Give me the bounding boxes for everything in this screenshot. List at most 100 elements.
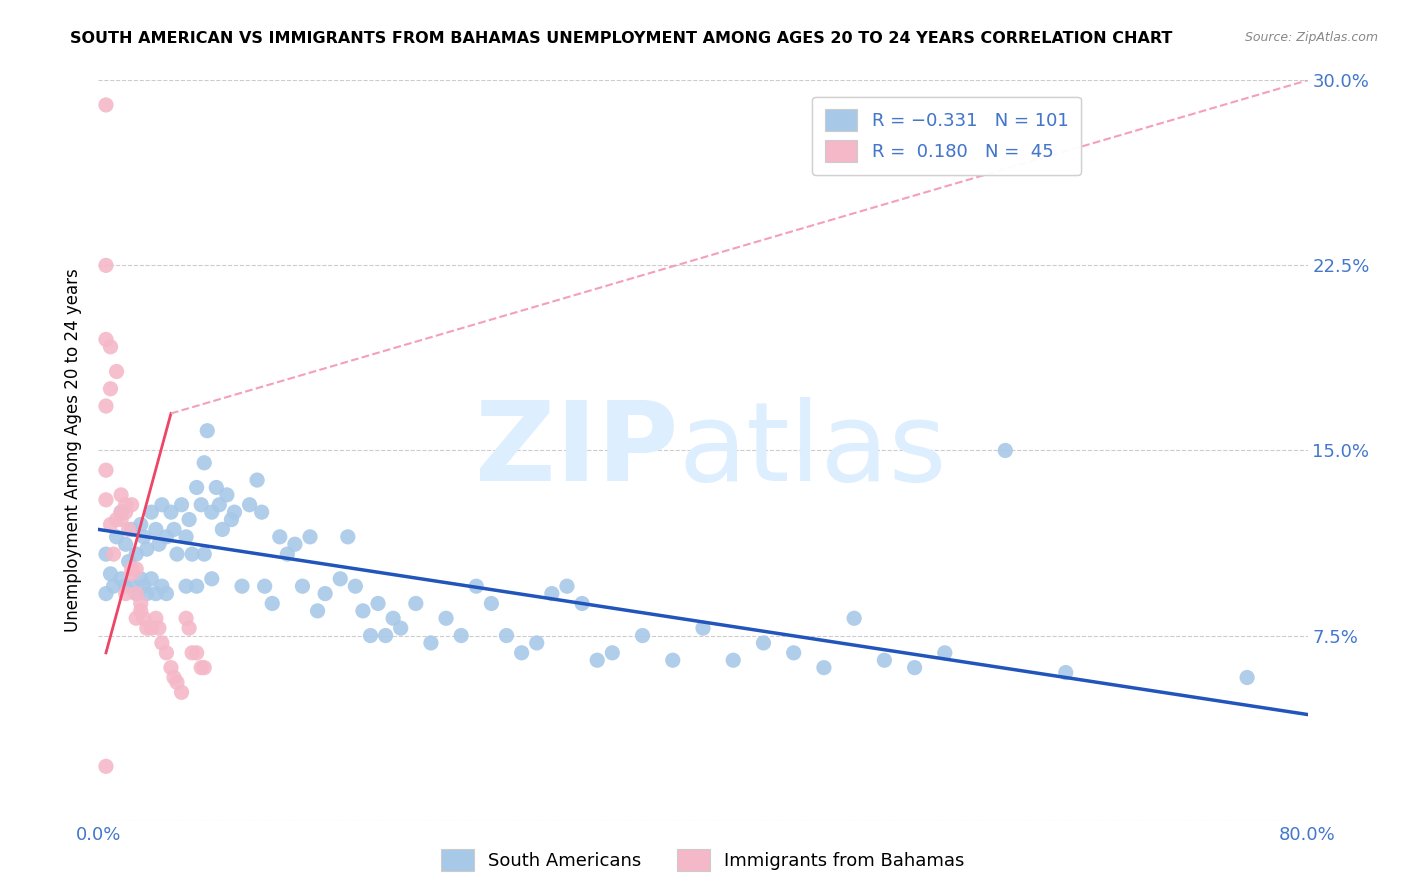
Point <box>118 523 141 537</box>
Point <box>450 628 472 642</box>
Point <box>114 498 136 512</box>
Point <box>145 611 167 625</box>
Point <box>465 579 488 593</box>
Point <box>145 586 167 600</box>
Point <box>181 547 204 561</box>
Point <box>360 628 382 642</box>
Point <box>374 628 396 642</box>
Point <box>160 660 183 674</box>
Point <box>155 530 177 544</box>
Point <box>121 566 143 581</box>
Point <box>344 579 367 593</box>
Point <box>571 597 593 611</box>
Point <box>94 332 117 346</box>
Point <box>934 646 956 660</box>
Point <box>526 636 548 650</box>
Point <box>181 646 204 660</box>
Point <box>110 488 132 502</box>
Point <box>352 604 374 618</box>
Point <box>132 530 155 544</box>
Point <box>148 537 170 551</box>
Point <box>239 498 262 512</box>
Legend: R = −0.331   N = 101, R =  0.180   N =  45: R = −0.331 N = 101, R = 0.180 N = 45 <box>811 96 1081 175</box>
Point <box>145 523 167 537</box>
Point <box>253 579 276 593</box>
Point <box>434 611 457 625</box>
Point <box>155 646 177 660</box>
Point <box>195 424 218 438</box>
Point <box>129 604 152 618</box>
Point <box>100 517 122 532</box>
Point <box>125 611 148 625</box>
Point <box>94 258 117 272</box>
Point <box>250 505 273 519</box>
Point <box>174 611 197 625</box>
Point <box>166 675 188 690</box>
Y-axis label: Unemployment Among Ages 20 to 24 years: Unemployment Among Ages 20 to 24 years <box>65 268 83 632</box>
Point <box>121 579 143 593</box>
Point <box>163 523 186 537</box>
Point <box>586 653 609 667</box>
Point <box>389 621 412 635</box>
Point <box>150 498 173 512</box>
Point <box>269 530 291 544</box>
Point <box>174 530 197 544</box>
Point <box>201 505 224 519</box>
Point <box>125 562 148 576</box>
Point <box>148 621 170 635</box>
Point <box>904 660 927 674</box>
Point <box>231 579 253 593</box>
Point <box>994 443 1017 458</box>
Point <box>291 579 314 593</box>
Point <box>110 505 132 519</box>
Point <box>179 512 201 526</box>
Point <box>221 512 243 526</box>
Point <box>150 579 173 593</box>
Point <box>752 636 775 650</box>
Point <box>132 611 155 625</box>
Point <box>193 456 215 470</box>
Point <box>110 505 132 519</box>
Point <box>114 586 136 600</box>
Point <box>314 586 336 600</box>
Point <box>135 621 157 635</box>
Text: SOUTH AMERICAN VS IMMIGRANTS FROM BAHAMAS UNEMPLOYMENT AMONG AGES 20 TO 24 YEARS: SOUTH AMERICAN VS IMMIGRANTS FROM BAHAMA… <box>70 31 1173 46</box>
Point <box>170 685 193 699</box>
Point <box>94 399 117 413</box>
Point <box>555 579 578 593</box>
Point <box>125 586 148 600</box>
Point <box>105 512 128 526</box>
Point <box>174 579 197 593</box>
Point <box>844 611 866 625</box>
Point <box>94 98 117 112</box>
Point <box>94 759 117 773</box>
Point <box>190 660 212 674</box>
Point <box>510 646 533 660</box>
Point <box>190 498 212 512</box>
Point <box>141 572 163 586</box>
Point <box>783 646 806 660</box>
Point <box>94 463 117 477</box>
Point <box>193 547 215 561</box>
Text: Source: ZipAtlas.com: Source: ZipAtlas.com <box>1244 31 1378 45</box>
Point <box>125 547 148 561</box>
Point <box>382 611 405 625</box>
Point <box>114 579 136 593</box>
Point <box>121 498 143 512</box>
Point <box>602 646 624 660</box>
Point <box>166 547 188 561</box>
Point <box>100 340 122 354</box>
Point <box>284 537 307 551</box>
Point <box>299 530 322 544</box>
Point <box>170 498 193 512</box>
Point <box>201 572 224 586</box>
Point <box>129 517 152 532</box>
Point <box>336 530 359 544</box>
Point <box>141 621 163 635</box>
Point <box>224 505 246 519</box>
Point <box>160 505 183 519</box>
Point <box>307 604 329 618</box>
Point <box>94 547 117 561</box>
Point <box>121 562 143 576</box>
Point <box>186 480 208 494</box>
